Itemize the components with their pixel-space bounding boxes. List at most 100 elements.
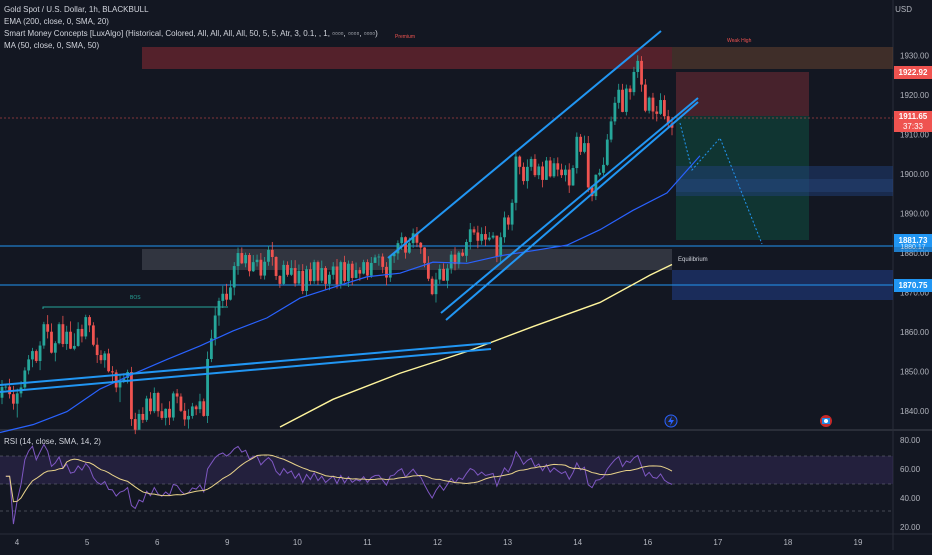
candle xyxy=(217,297,221,326)
chart-legend[interactable]: Gold Spot / U.S. Dollar, 1h, BLACKBULL E… xyxy=(4,4,378,52)
candle xyxy=(598,168,602,177)
candle xyxy=(53,341,57,362)
time-axis-label: 14 xyxy=(573,538,582,547)
candle xyxy=(476,225,480,249)
rsi-line[interactable] xyxy=(5,443,673,525)
stop-loss-zone xyxy=(676,72,809,116)
candle xyxy=(270,241,274,266)
price-axis[interactable]: 1930.00 1920.00 1910.00 1900.00 1890.00 1880.… xyxy=(900,51,929,416)
candle xyxy=(377,253,381,266)
candle xyxy=(514,149,518,211)
candle xyxy=(15,388,19,418)
price-axis-label: 1910.00 xyxy=(900,130,929,139)
candle xyxy=(99,350,103,364)
candle xyxy=(617,83,621,109)
candle xyxy=(301,264,305,295)
countdown-tag: 37:33 xyxy=(894,122,932,132)
candle xyxy=(248,253,251,277)
ma-legend[interactable]: MA (50, close, 0, SMA, 50) xyxy=(4,41,100,50)
price-axis-label: 1920.00 xyxy=(900,91,929,100)
candle xyxy=(232,262,236,296)
candle xyxy=(293,260,297,287)
weak-high-label: Weak High xyxy=(727,38,752,44)
candle xyxy=(423,247,426,268)
bos-line xyxy=(42,306,228,309)
price-axis-label: 1860.00 xyxy=(900,328,929,337)
channel-lower-trendline-1[interactable] xyxy=(440,97,699,314)
bos-label: BOS xyxy=(130,295,141,301)
economic-event-icon[interactable] xyxy=(820,415,832,427)
currency-label: USD xyxy=(895,5,912,14)
candle xyxy=(415,226,419,248)
time-axis-label: 13 xyxy=(503,538,512,547)
projection-path xyxy=(679,122,763,245)
candle xyxy=(541,161,544,188)
candle xyxy=(88,315,91,333)
time-axis[interactable]: 4 5 6 9 10 11 12 13 14 16 17 18 19 xyxy=(15,538,863,547)
candle xyxy=(209,329,213,363)
candle xyxy=(289,260,293,276)
candle xyxy=(419,241,423,254)
price-axis-label: 1870.00 xyxy=(900,289,929,298)
candle xyxy=(130,366,133,426)
time-axis-label: 4 xyxy=(15,538,20,547)
candle xyxy=(251,255,255,273)
candle xyxy=(42,321,46,349)
candle xyxy=(335,258,339,289)
candle xyxy=(465,239,468,263)
premium-label: Premium xyxy=(395,34,415,40)
candle xyxy=(544,156,548,180)
channel-lower-trendline-2[interactable] xyxy=(445,101,699,321)
candle xyxy=(27,355,31,375)
demand-zone-upper xyxy=(676,166,893,196)
candle xyxy=(636,55,640,78)
candle xyxy=(662,95,666,120)
channel-upper-trendline[interactable] xyxy=(387,30,662,259)
candle xyxy=(297,264,301,285)
rsi-legend-container[interactable]: RSI (14, close, SMA, 14, 2) xyxy=(4,436,101,448)
candle xyxy=(107,348,110,373)
candle xyxy=(76,322,80,347)
candle xyxy=(278,275,282,288)
price-axis-label: 1850.00 xyxy=(900,368,929,377)
lightning-icon[interactable] xyxy=(664,414,678,428)
candle xyxy=(190,402,194,419)
candle xyxy=(487,232,491,242)
candle xyxy=(640,56,643,92)
rsi-sma-line[interactable] xyxy=(5,454,673,503)
candle xyxy=(331,262,335,280)
candle xyxy=(495,235,499,263)
level-2-tag: 1870.75 xyxy=(894,279,932,292)
ema-legend[interactable]: EMA (200, close, 0, SMA, 20) xyxy=(4,17,109,26)
candle xyxy=(438,264,442,284)
symbol-legend[interactable]: Gold Spot / U.S. Dollar, 1h, BLACKBULL xyxy=(4,5,149,14)
support-trendline-2[interactable] xyxy=(0,348,492,393)
price-axis-label: 1890.00 xyxy=(900,210,929,219)
candle xyxy=(244,252,248,268)
candle xyxy=(506,215,510,230)
smc-legend[interactable]: Smart Money Concepts [LuxAlgo] (Historic… xyxy=(4,29,378,38)
level-1-tag: 1881.73 xyxy=(894,234,932,247)
rsi-legend[interactable]: RSI (14, close, SMA, 14, 2) xyxy=(4,437,101,446)
rsi-pane[interactable] xyxy=(0,430,893,534)
candle xyxy=(518,155,522,175)
price-axis-label: 1840.00 xyxy=(900,407,929,416)
candle xyxy=(385,262,388,286)
candle xyxy=(320,260,324,284)
candle xyxy=(327,271,331,291)
candle xyxy=(392,253,396,263)
candle xyxy=(373,254,377,263)
support-trendline-1[interactable] xyxy=(0,342,492,386)
candle xyxy=(259,253,263,280)
candle xyxy=(537,163,541,180)
current-price-tag: 1911.65 xyxy=(894,111,932,122)
candle xyxy=(194,404,198,416)
candle xyxy=(255,254,259,267)
candle xyxy=(198,393,202,414)
ma-50-line[interactable] xyxy=(279,263,673,428)
candle xyxy=(613,96,617,125)
candle xyxy=(225,283,229,307)
candle xyxy=(522,162,525,185)
